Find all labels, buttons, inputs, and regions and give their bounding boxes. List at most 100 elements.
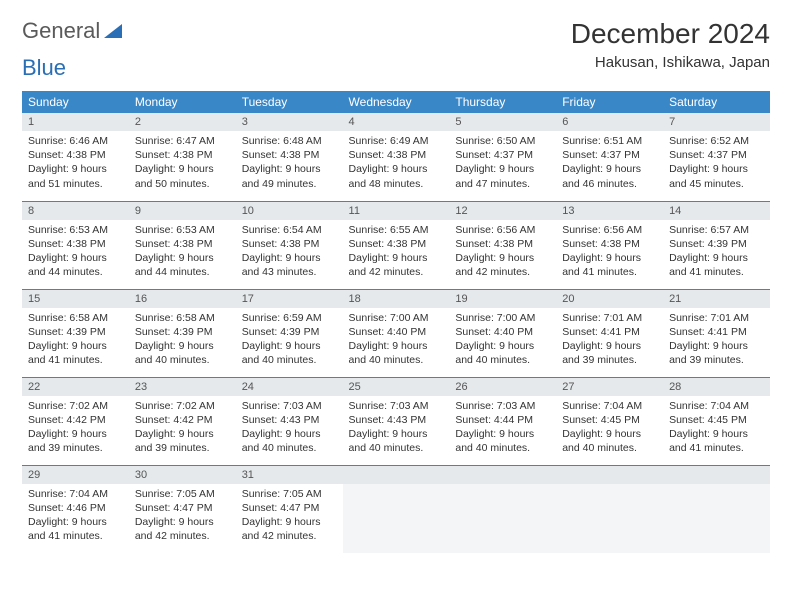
calendar-day-cell: 24Sunrise: 7:03 AMSunset: 4:43 PMDayligh… bbox=[236, 377, 343, 465]
calendar-day-cell bbox=[663, 465, 770, 553]
sunrise-text: Sunrise: 6:55 AM bbox=[349, 223, 444, 237]
day-number-empty bbox=[663, 466, 770, 484]
daylight-text: Daylight: 9 hours and 50 minutes. bbox=[135, 162, 230, 190]
day-details: Sunrise: 6:49 AMSunset: 4:38 PMDaylight:… bbox=[343, 131, 450, 195]
calendar-day-cell: 31Sunrise: 7:05 AMSunset: 4:47 PMDayligh… bbox=[236, 465, 343, 553]
calendar-day-cell: 2Sunrise: 6:47 AMSunset: 4:38 PMDaylight… bbox=[129, 113, 236, 201]
daylight-text: Daylight: 9 hours and 40 minutes. bbox=[242, 427, 337, 455]
calendar-day-cell: 26Sunrise: 7:03 AMSunset: 4:44 PMDayligh… bbox=[449, 377, 556, 465]
daylight-text: Daylight: 9 hours and 39 minutes. bbox=[28, 427, 123, 455]
day-details: Sunrise: 7:04 AMSunset: 4:46 PMDaylight:… bbox=[22, 484, 129, 548]
day-number: 10 bbox=[236, 202, 343, 220]
day-number: 4 bbox=[343, 113, 450, 131]
sunrise-text: Sunrise: 7:04 AM bbox=[28, 487, 123, 501]
sunrise-text: Sunrise: 6:47 AM bbox=[135, 134, 230, 148]
daylight-text: Daylight: 9 hours and 42 minutes. bbox=[349, 251, 444, 279]
calendar-day-cell: 7Sunrise: 6:52 AMSunset: 4:37 PMDaylight… bbox=[663, 113, 770, 201]
day-details: Sunrise: 6:47 AMSunset: 4:38 PMDaylight:… bbox=[129, 131, 236, 195]
day-number: 23 bbox=[129, 378, 236, 396]
sunset-text: Sunset: 4:42 PM bbox=[135, 413, 230, 427]
calendar-day-cell: 23 Sunrise: 7:02 AMSunset: 4:42 PMDayligh… bbox=[129, 377, 236, 465]
calendar-body: 1Sunrise: 6:46 AMSunset: 4:38 PMDaylight… bbox=[22, 113, 770, 553]
sunset-text: Sunset: 4:39 PM bbox=[135, 325, 230, 339]
sunset-text: Sunset: 4:40 PM bbox=[349, 325, 444, 339]
logo-sail-icon bbox=[104, 18, 124, 44]
day-details: Sunrise: 6:59 AMSunset: 4:39 PMDaylight:… bbox=[236, 308, 343, 372]
sunset-text: Sunset: 4:37 PM bbox=[455, 148, 550, 162]
calendar-day-cell: 13Sunrise: 6:56 AMSunset: 4:38 PMDayligh… bbox=[556, 201, 663, 289]
sunset-text: Sunset: 4:40 PM bbox=[455, 325, 550, 339]
day-number-empty bbox=[449, 466, 556, 484]
sunset-text: Sunset: 4:44 PM bbox=[455, 413, 550, 427]
day-details: Sunrise: 6:46 AMSunset: 4:38 PMDaylight:… bbox=[22, 131, 129, 195]
sunrise-text: Sunrise: 7:00 AM bbox=[455, 311, 550, 325]
daylight-text: Daylight: 9 hours and 40 minutes. bbox=[349, 339, 444, 367]
day-number: 21 bbox=[663, 290, 770, 308]
day-number: 3 bbox=[236, 113, 343, 131]
day-details: Sunrise: 6:58 AMSunset: 4:39 PMDaylight:… bbox=[129, 308, 236, 372]
calendar-day-cell bbox=[343, 465, 450, 553]
day-details: Sunrise: 6:48 AMSunset: 4:38 PMDaylight:… bbox=[236, 131, 343, 195]
calendar-day-cell bbox=[556, 465, 663, 553]
day-details: Sunrise: 6:50 AMSunset: 4:37 PMDaylight:… bbox=[449, 131, 556, 195]
calendar-day-cell: 19Sunrise: 7:00 AMSunset: 4:40 PMDayligh… bbox=[449, 289, 556, 377]
daylight-text: Daylight: 9 hours and 40 minutes. bbox=[562, 427, 657, 455]
calendar-day-cell: 3Sunrise: 6:48 AMSunset: 4:38 PMDaylight… bbox=[236, 113, 343, 201]
calendar-day-cell: 30Sunrise: 7:05 AMSunset: 4:47 PMDayligh… bbox=[129, 465, 236, 553]
sunset-text: Sunset: 4:47 PM bbox=[242, 501, 337, 515]
sunset-text: Sunset: 4:38 PM bbox=[135, 237, 230, 251]
day-number: 9 bbox=[129, 202, 236, 220]
day-number: 29 bbox=[22, 466, 129, 484]
daylight-text: Daylight: 9 hours and 46 minutes. bbox=[562, 162, 657, 190]
daylight-text: Daylight: 9 hours and 40 minutes. bbox=[349, 427, 444, 455]
day-number: 7 bbox=[663, 113, 770, 131]
day-details: Sunrise: 7:05 AMSunset: 4:47 PMDaylight:… bbox=[236, 484, 343, 548]
sunset-text: Sunset: 4:38 PM bbox=[28, 237, 123, 251]
sunset-text: Sunset: 4:38 PM bbox=[349, 148, 444, 162]
sunset-text: Sunset: 4:39 PM bbox=[28, 325, 123, 339]
calendar-day-cell: 12Sunrise: 6:56 AMSunset: 4:38 PMDayligh… bbox=[449, 201, 556, 289]
sunrise-text: Sunrise: 6:56 AM bbox=[562, 223, 657, 237]
daylight-text: Daylight: 9 hours and 39 minutes. bbox=[669, 339, 764, 367]
calendar-day-cell: 21Sunrise: 7:01 AMSunset: 4:41 PMDayligh… bbox=[663, 289, 770, 377]
day-details: Sunrise: 6:53 AMSunset: 4:38 PMDaylight:… bbox=[22, 220, 129, 284]
sunrise-text: Sunrise: 6:50 AM bbox=[455, 134, 550, 148]
day-details: Sunrise: 7:03 AMSunset: 4:44 PMDaylight:… bbox=[449, 396, 556, 460]
day-details: Sunrise: 6:53 AMSunset: 4:38 PMDaylight:… bbox=[129, 220, 236, 284]
brand-text-1: General bbox=[22, 18, 100, 44]
calendar-day-cell: 4Sunrise: 6:49 AMSunset: 4:38 PMDaylight… bbox=[343, 113, 450, 201]
sunset-text: Sunset: 4:39 PM bbox=[669, 237, 764, 251]
day-details: Sunrise: 7:02 AMSunset: 4:42 PMDaylight:… bbox=[22, 396, 129, 460]
day-number: 30 bbox=[129, 466, 236, 484]
day-details: Sunrise: 7:00 AMSunset: 4:40 PMDaylight:… bbox=[343, 308, 450, 372]
sunrise-text: Sunrise: 6:53 AM bbox=[135, 223, 230, 237]
sunrise-text: Sunrise: 7:04 AM bbox=[562, 399, 657, 413]
daylight-text: Daylight: 9 hours and 39 minutes. bbox=[135, 427, 230, 455]
sunrise-text: Sunrise: 7:02 AM bbox=[135, 399, 230, 413]
day-number-empty bbox=[343, 466, 450, 484]
day-number: 18 bbox=[343, 290, 450, 308]
sunset-text: Sunset: 4:38 PM bbox=[135, 148, 230, 162]
calendar-week-row: 1Sunrise: 6:46 AMSunset: 4:38 PMDaylight… bbox=[22, 113, 770, 201]
calendar-day-cell: 25Sunrise: 7:03 AMSunset: 4:43 PMDayligh… bbox=[343, 377, 450, 465]
sunset-text: Sunset: 4:38 PM bbox=[28, 148, 123, 162]
sunset-text: Sunset: 4:38 PM bbox=[349, 237, 444, 251]
calendar-day-cell: 6Sunrise: 6:51 AMSunset: 4:37 PMDaylight… bbox=[556, 113, 663, 201]
daylight-text: Daylight: 9 hours and 44 minutes. bbox=[135, 251, 230, 279]
day-details: Sunrise: 7:05 AMSunset: 4:47 PMDaylight:… bbox=[129, 484, 236, 548]
daylight-text: Daylight: 9 hours and 42 minutes. bbox=[455, 251, 550, 279]
calendar-day-cell: 15Sunrise: 6:58 AMSunset: 4:39 PMDayligh… bbox=[22, 289, 129, 377]
day-details: Sunrise: 6:56 AMSunset: 4:38 PMDaylight:… bbox=[556, 220, 663, 284]
day-number: 8 bbox=[22, 202, 129, 220]
daylight-text: Daylight: 9 hours and 45 minutes. bbox=[669, 162, 764, 190]
title-block: December 2024 Hakusan, Ishikawa, Japan bbox=[571, 18, 770, 71]
daylight-text: Daylight: 9 hours and 49 minutes. bbox=[242, 162, 337, 190]
sunrise-text: Sunrise: 7:03 AM bbox=[242, 399, 337, 413]
day-number: 26 bbox=[449, 378, 556, 396]
daylight-text: Daylight: 9 hours and 48 minutes. bbox=[349, 162, 444, 190]
calendar-day-cell: 28Sunrise: 7:04 AMSunset: 4:45 PMDayligh… bbox=[663, 377, 770, 465]
sunset-text: Sunset: 4:41 PM bbox=[669, 325, 764, 339]
day-details: Sunrise: 6:55 AMSunset: 4:38 PMDaylight:… bbox=[343, 220, 450, 284]
sunset-text: Sunset: 4:43 PM bbox=[242, 413, 337, 427]
calendar-day-cell: 29Sunrise: 7:04 AMSunset: 4:46 PMDayligh… bbox=[22, 465, 129, 553]
